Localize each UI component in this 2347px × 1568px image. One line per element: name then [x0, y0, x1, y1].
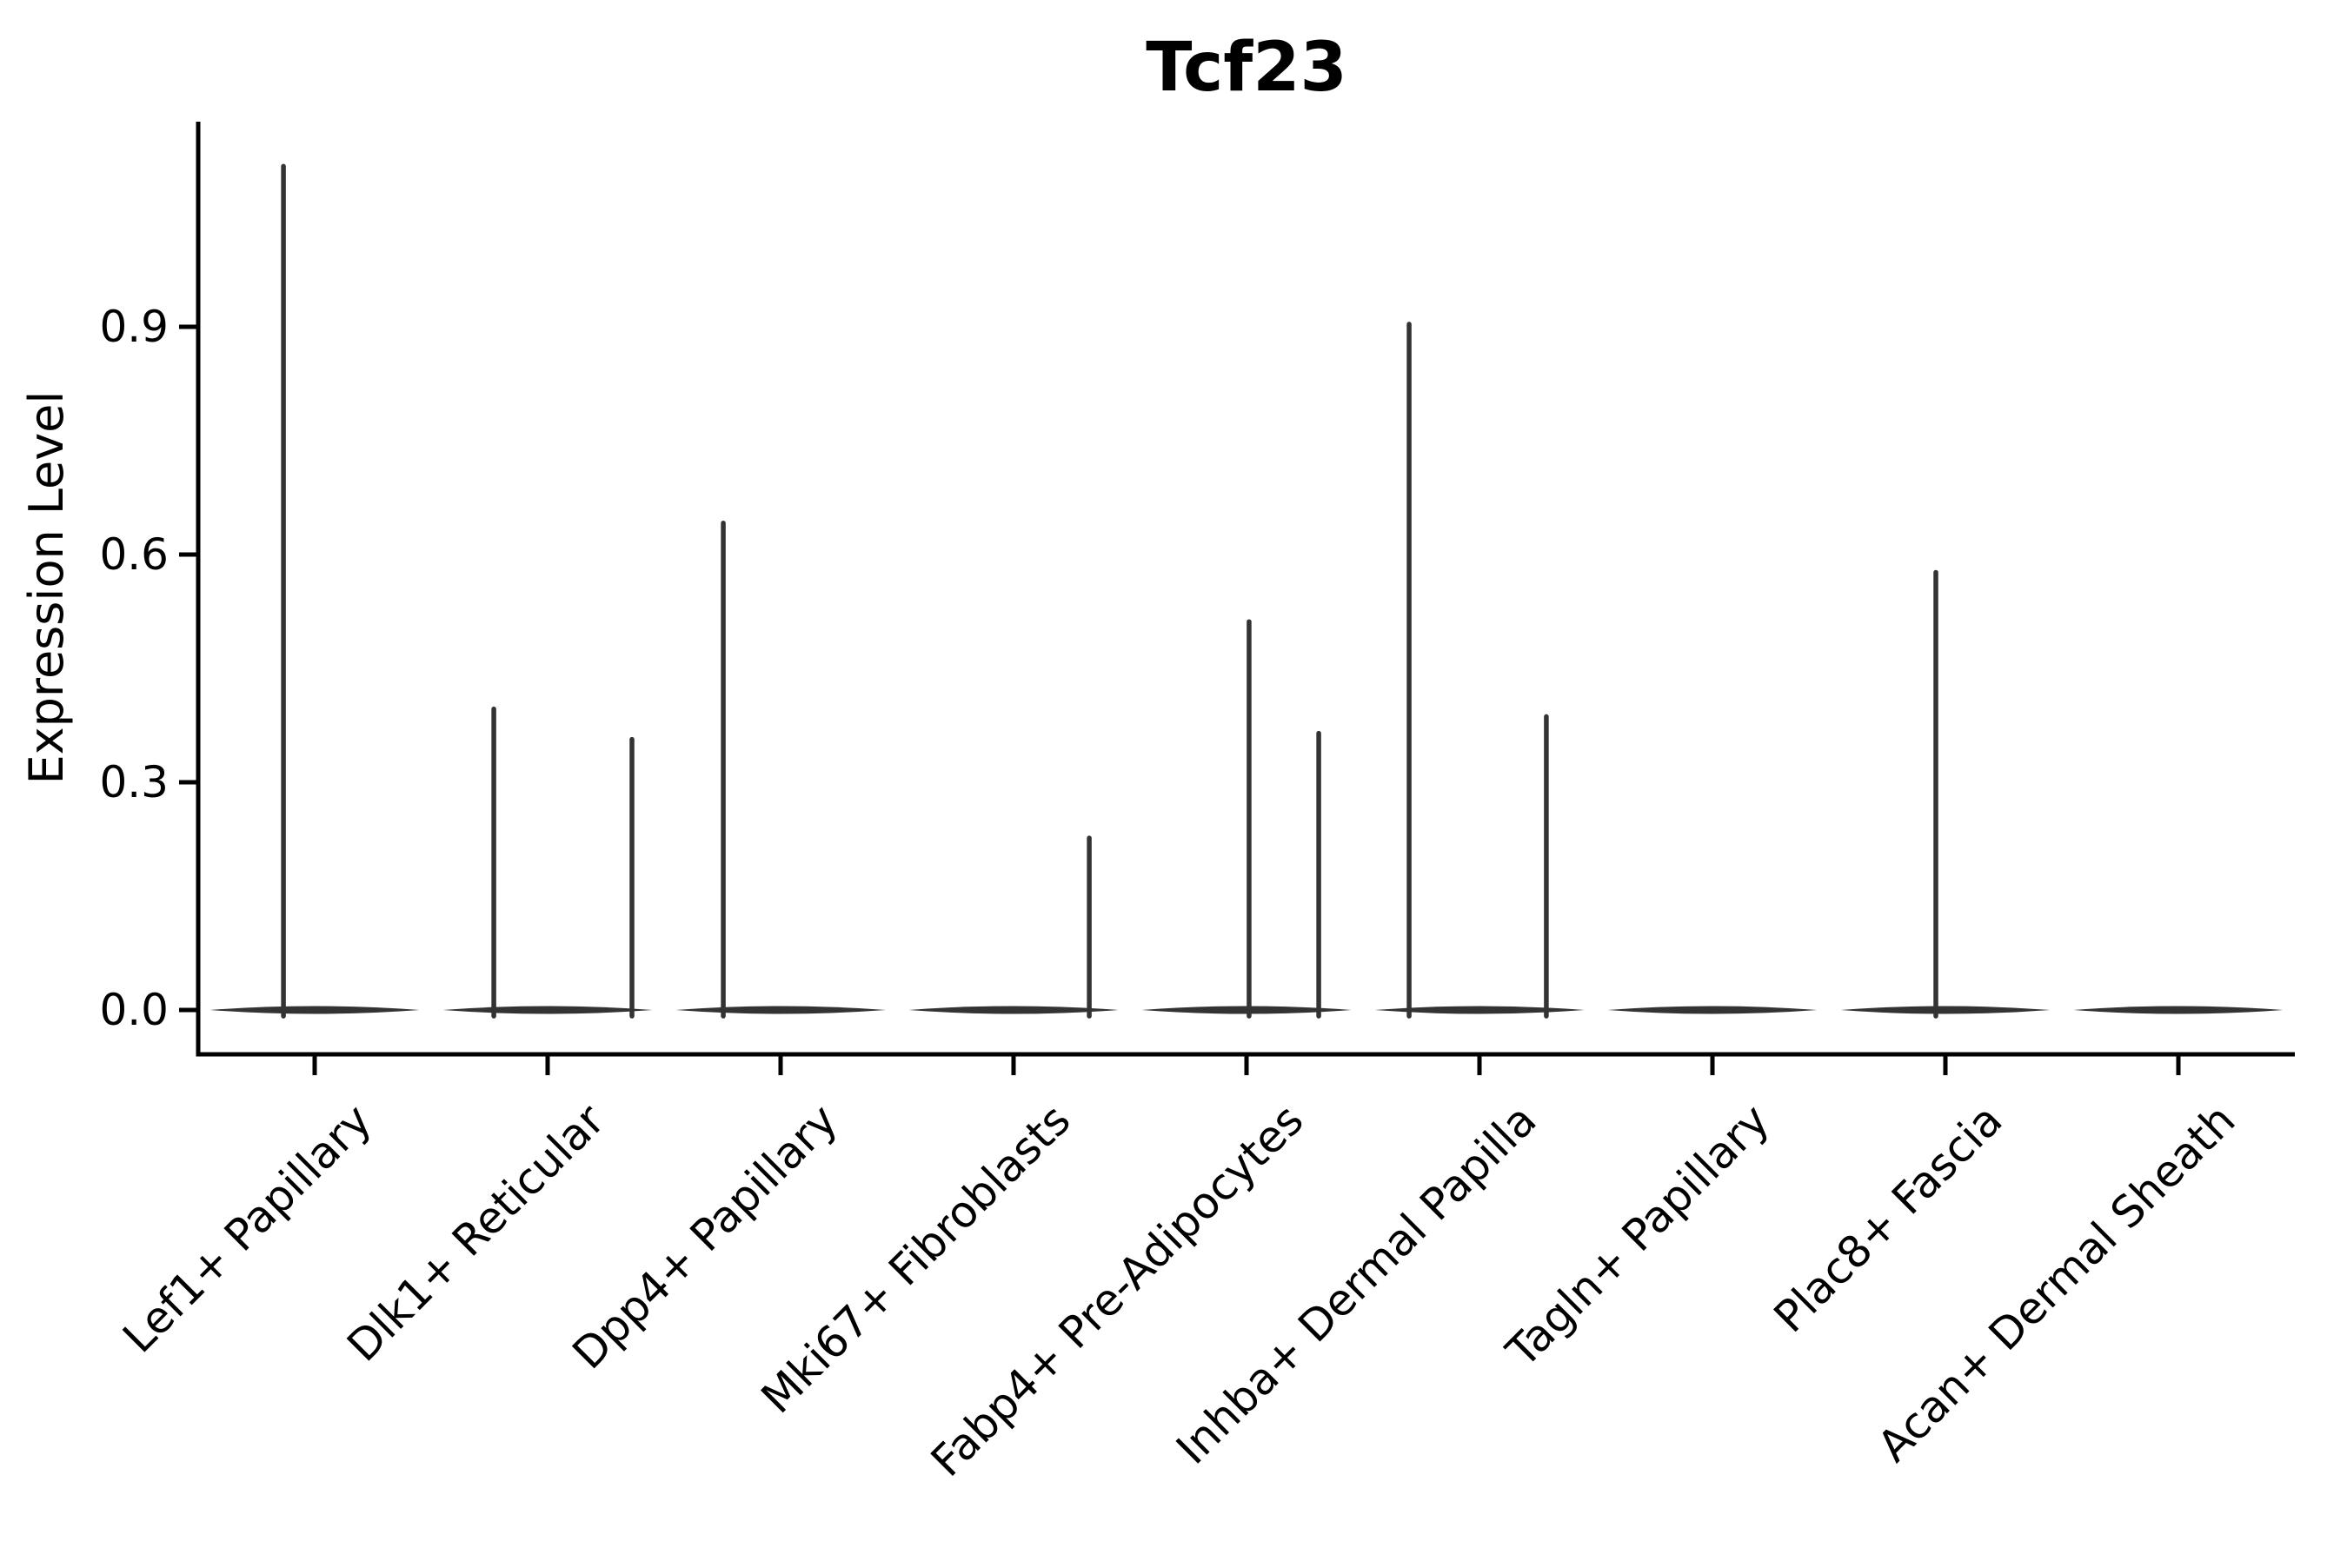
- y-axis: 0.0 0.3 0.6 0.9: [99, 122, 201, 1057]
- violin-baseline: [1374, 1006, 1585, 1014]
- y-tick-label: 0.3: [99, 757, 169, 807]
- violin-baseline: [442, 1006, 653, 1014]
- x-tick-label: Fabp4+ Pre-Adipocytes: [921, 1094, 1313, 1486]
- y-tick-label: 0.0: [99, 985, 169, 1035]
- violin-baseline: [1607, 1006, 1818, 1014]
- violins: [209, 163, 2284, 1019]
- plot-title: Tcf23: [1146, 29, 1347, 107]
- x-tick-label: Lef1+ Papillary: [113, 1094, 381, 1362]
- violin-baseline: [1141, 1006, 1352, 1014]
- violin-baseline: [675, 1006, 886, 1014]
- violin-baseline: [1840, 1006, 2051, 1014]
- x-axis: Lef1+ Papillary Dlk1+ Reticular Dpp4+ Pa…: [113, 1052, 2295, 1486]
- y-axis-label: Expression Level: [19, 391, 74, 785]
- x-tick-label: Plac8+ Fascia: [1765, 1094, 2012, 1342]
- violin-baseline: [908, 1006, 1119, 1014]
- violin-baseline: [2073, 1006, 2284, 1014]
- violin-baseline: [209, 1006, 420, 1014]
- x-tick-label: Dlk1+ Reticular: [337, 1094, 614, 1371]
- y-tick-label: 0.6: [99, 529, 169, 580]
- y-tick-label: 0.9: [99, 302, 169, 352]
